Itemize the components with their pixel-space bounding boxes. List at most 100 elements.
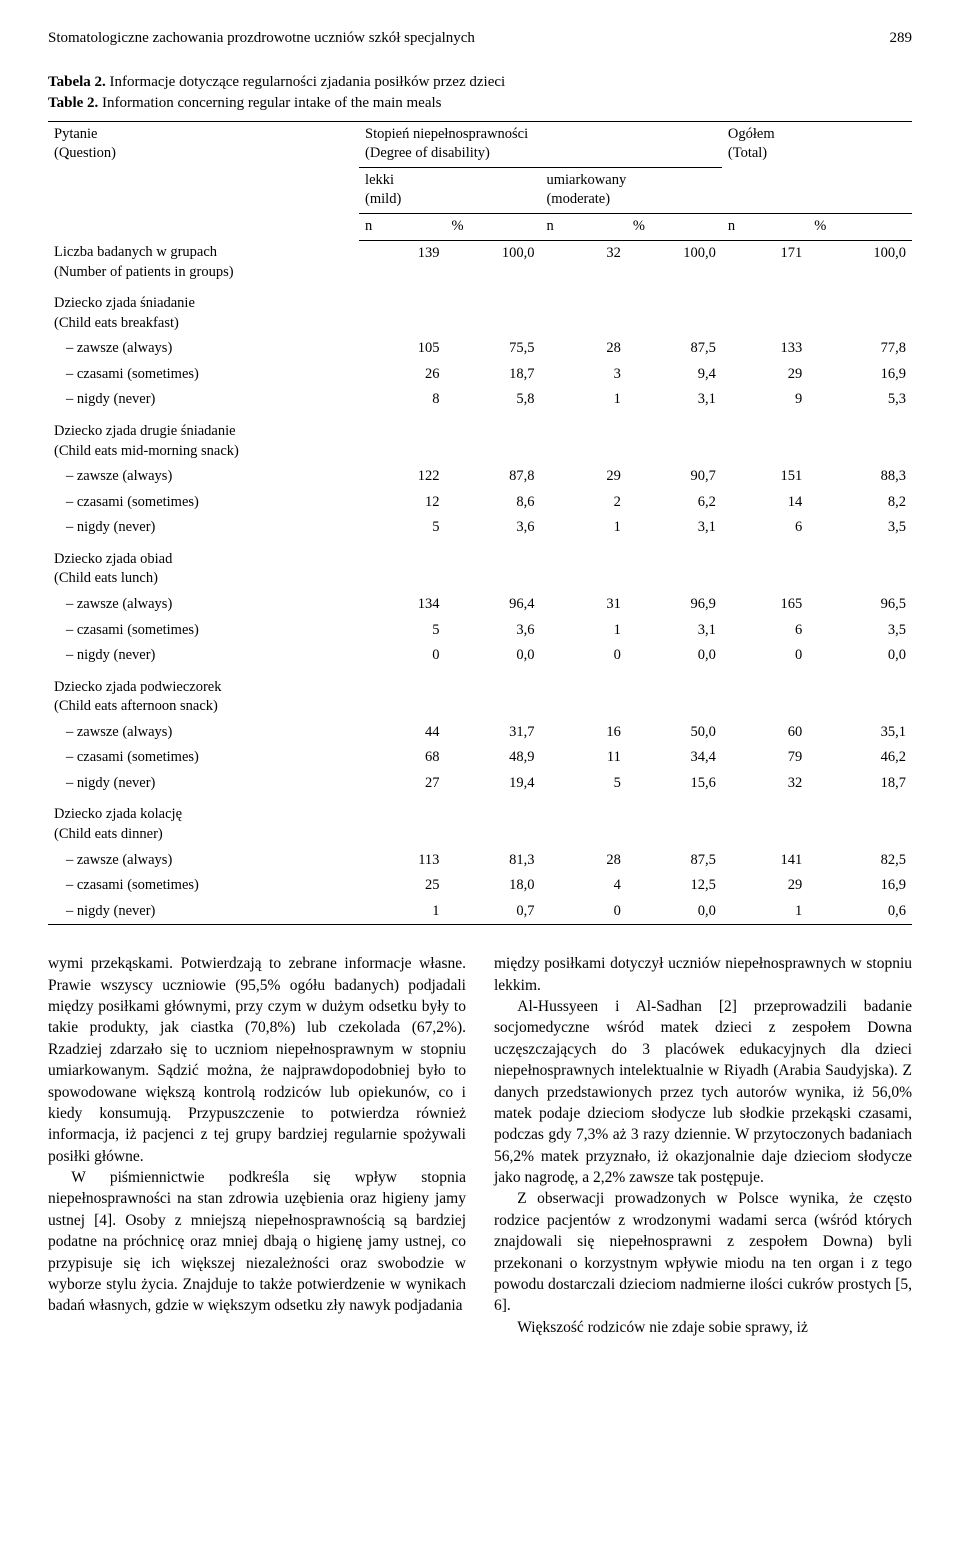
row-label: – zawsze (always) — [48, 848, 359, 874]
cell: 87,5 — [627, 336, 722, 362]
cell: 44 — [359, 720, 445, 746]
cell: 100,0 — [627, 240, 722, 285]
table-row: – nigdy (never)00,000,000,0 — [48, 643, 912, 669]
row-label: – zawsze (always) — [48, 464, 359, 490]
table-row: – nigdy (never)53,613,163,5 — [48, 515, 912, 541]
group-breakfast-label: Dziecko zjada śniadanie (Child eats brea… — [48, 291, 912, 336]
caption-label-pl: Tabela 2. — [48, 74, 110, 90]
g3-pl: Dziecko zjada obiad — [54, 551, 172, 567]
table-row: – zawsze (always)12287,82990,715188,3 — [48, 464, 912, 490]
cell: 15,6 — [627, 771, 722, 797]
cell: 151 — [722, 464, 808, 490]
table-row: – czasami (sometimes)53,613,163,5 — [48, 618, 912, 644]
cell: 1 — [359, 899, 445, 925]
cell: 0,6 — [808, 899, 912, 925]
col-moderate-en: (moderate) — [546, 191, 610, 207]
row-total-pl: Liczba badanych w grupach — [54, 244, 217, 260]
cell: 0,0 — [627, 899, 722, 925]
col-disability-en: (Degree of disability) — [365, 145, 490, 161]
cell: 48,9 — [445, 745, 540, 771]
caption-text-en: Information concerning regular intake of… — [102, 95, 441, 111]
row-label: – czasami (sometimes) — [48, 618, 359, 644]
col-right: między posiłkami dotyczył uczniów niepeł… — [494, 953, 912, 1338]
cell: 100,0 — [808, 240, 912, 285]
col-total-pl: Ogółem — [728, 126, 775, 142]
cell: 0 — [540, 643, 626, 669]
cell: 122 — [359, 464, 445, 490]
cell: 9,4 — [627, 362, 722, 388]
g1-pl: Dziecko zjada śniadanie — [54, 295, 195, 311]
cell: 26 — [359, 362, 445, 388]
cell: 16,9 — [808, 873, 912, 899]
cell: 16 — [540, 720, 626, 746]
cell: 3,5 — [808, 515, 912, 541]
para: wymi przekąskami. Potwierdzają to zebran… — [48, 953, 466, 1167]
cell: 68 — [359, 745, 445, 771]
para: Większość rodziców nie zdaje sobie spraw… — [494, 1317, 912, 1338]
col-left: wymi przekąskami. Potwierdzają to zebran… — [48, 953, 466, 1338]
row-label: – zawsze (always) — [48, 720, 359, 746]
h-n1: n — [359, 214, 445, 241]
cell: 0 — [540, 899, 626, 925]
cell: 88,3 — [808, 464, 912, 490]
cell: 60 — [722, 720, 808, 746]
group-midmorning-header: Dziecko zjada drugie śniadanie (Child ea… — [48, 419, 912, 464]
cell: 4 — [540, 873, 626, 899]
cell: 12,5 — [627, 873, 722, 899]
table-row: – nigdy (never)10,700,010,6 — [48, 899, 912, 925]
cell: 31 — [540, 592, 626, 618]
caption-label-en: Table 2. — [48, 95, 102, 111]
cell: 6,2 — [627, 490, 722, 516]
row-label: – zawsze (always) — [48, 336, 359, 362]
table-row: – czasami (sometimes)2618,739,42916,9 — [48, 362, 912, 388]
cell: 96,5 — [808, 592, 912, 618]
row-label: – czasami (sometimes) — [48, 745, 359, 771]
table-caption: Tabela 2. Informacje dotyczące regularno… — [48, 72, 912, 113]
cell: 18,7 — [445, 362, 540, 388]
group-dinner-header: Dziecko zjada kolację (Child eats dinner… — [48, 802, 912, 847]
cell: 0,0 — [445, 643, 540, 669]
h-p1: % — [445, 214, 540, 241]
cell: 28 — [540, 336, 626, 362]
cell: 9 — [722, 387, 808, 413]
cell: 3,6 — [445, 618, 540, 644]
cell: 165 — [722, 592, 808, 618]
row-total: Liczba badanych w grupach (Number of pat… — [48, 240, 912, 285]
row-label: – czasami (sometimes) — [48, 873, 359, 899]
cell: 8,6 — [445, 490, 540, 516]
cell: 0 — [722, 643, 808, 669]
cell: 1 — [540, 618, 626, 644]
cell: 96,4 — [445, 592, 540, 618]
cell: 8,2 — [808, 490, 912, 516]
cell: 81,3 — [445, 848, 540, 874]
cell: 1 — [540, 387, 626, 413]
cell: 46,2 — [808, 745, 912, 771]
table-row: – zawsze (always)10575,52887,513377,8 — [48, 336, 912, 362]
col-disability: Stopień niepełnosprawności (Degree of di… — [359, 121, 722, 167]
cell: 14 — [722, 490, 808, 516]
para: między posiłkami dotyczył uczniów niepeł… — [494, 953, 912, 996]
cell: 16,9 — [808, 362, 912, 388]
row-label: – nigdy (never) — [48, 515, 359, 541]
cell: 171 — [722, 240, 808, 285]
cell: 79 — [722, 745, 808, 771]
row-label: – nigdy (never) — [48, 643, 359, 669]
col-mild-pl: lekki — [365, 172, 394, 188]
table-row: – nigdy (never)85,813,195,3 — [48, 387, 912, 413]
cell: 11 — [540, 745, 626, 771]
row-label: – nigdy (never) — [48, 899, 359, 925]
table-row: – zawsze (always)13496,43196,916596,5 — [48, 592, 912, 618]
cell: 29 — [722, 362, 808, 388]
cell: 5 — [540, 771, 626, 797]
cell: 90,7 — [627, 464, 722, 490]
cell: 141 — [722, 848, 808, 874]
cell: 0 — [359, 643, 445, 669]
cell: 139 — [359, 240, 445, 285]
col-moderate-pl: umiarkowany — [546, 172, 626, 188]
para: W piśmiennictwie podkreśla się wpływ sto… — [48, 1167, 466, 1317]
cell: 28 — [540, 848, 626, 874]
g1-en: (Child eats breakfast) — [54, 315, 179, 331]
table-row: – czasami (sometimes)2518,0412,52916,9 — [48, 873, 912, 899]
cell: 6 — [722, 618, 808, 644]
cell: 113 — [359, 848, 445, 874]
